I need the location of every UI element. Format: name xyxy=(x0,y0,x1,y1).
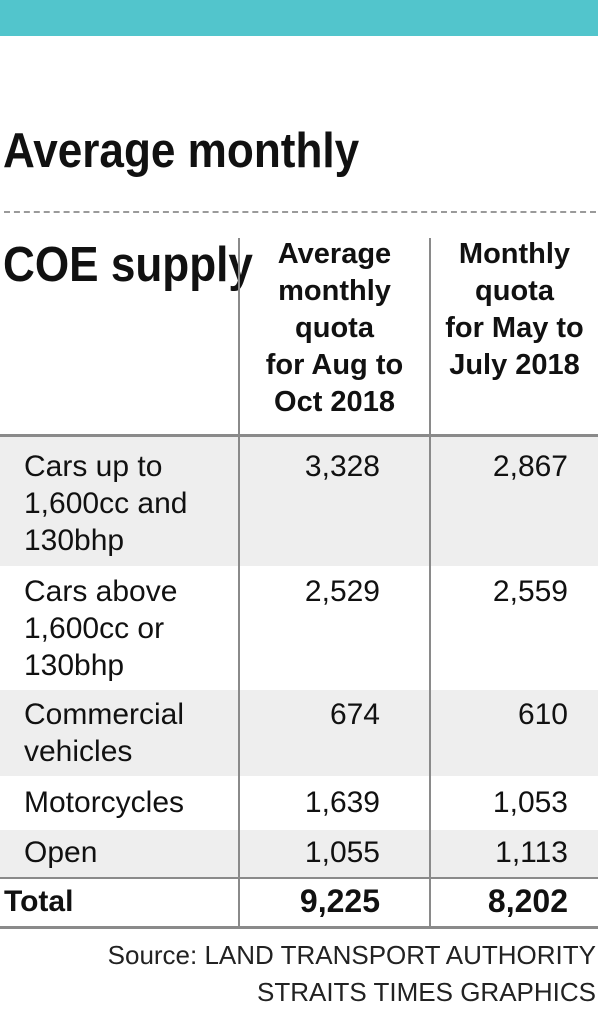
table-bottom-rule xyxy=(0,926,598,929)
source-credit: Source: LAND TRANSPORT AUTHORITY xyxy=(107,940,596,970)
graphics-credit: STRAITS TIMES GRAPHICS xyxy=(256,977,596,1007)
column-header-aug-oct-line: Oct 2018 xyxy=(274,386,395,418)
row-label-line: Open xyxy=(24,836,98,869)
row-label-line: Cars up to xyxy=(24,450,163,483)
header-bottom-rule xyxy=(0,434,598,437)
row-background-1 xyxy=(0,436,598,566)
row-label-line: vehicles xyxy=(24,735,133,768)
row-label-line: Cars above xyxy=(24,575,178,608)
column-header-aug-oct-line: Average xyxy=(277,238,392,270)
cell-cars-up-to-1600cc-may-jul: 2,867 xyxy=(492,450,568,483)
row-label-commercial-vehicles: Commercial vehicles xyxy=(24,696,184,770)
cell-commercial-vehicles-aug-oct: 674 xyxy=(329,698,380,731)
cell-open-aug-oct: 1,055 xyxy=(304,836,380,869)
column-header-may-jul-line: July 2018 xyxy=(449,349,580,381)
row-label-motorcycles: Motorcycles xyxy=(24,784,184,821)
column-header-may-jul-line: Monthly xyxy=(458,238,571,270)
row-label-line: 130bhp xyxy=(24,649,125,682)
row-label-line: Motorcycles xyxy=(24,786,185,819)
chart-title: Average monthly COE supply xyxy=(3,66,534,351)
cell-open-may-jul: 1,113 xyxy=(495,836,568,869)
row-background-5 xyxy=(0,830,598,878)
cell-motorcycles-aug-oct: 1,639 xyxy=(304,786,380,819)
column-header-aug-oct-line: monthly xyxy=(278,275,391,307)
row-label-line: 130bhp xyxy=(24,524,125,557)
cell-total-may-jul: 8,202 xyxy=(487,883,568,919)
row-label-cars-above-1600cc: Cars above 1,600cc or 130bhp xyxy=(24,573,177,684)
column-header-aug-oct-line: for Aug to xyxy=(265,349,404,381)
row-label-cars-up-to-1600cc: Cars up to 1,600cc and 130bhp xyxy=(24,448,187,559)
column-header-aug-oct-line: quota xyxy=(295,312,374,344)
cell-cars-up-to-1600cc-aug-oct: 3,328 xyxy=(304,450,380,483)
column-header-may-jul-line: for May to xyxy=(445,312,584,344)
row-label-line: 1,600cc and xyxy=(24,487,188,520)
row-label-line: 1,600cc or xyxy=(24,612,165,645)
chart-title-line-2: COE supply xyxy=(3,238,253,292)
column-header-aug-oct: Average monthly quota for Aug to Oct 201… xyxy=(240,236,429,421)
cell-total-aug-oct: 9,225 xyxy=(299,883,380,919)
cell-cars-above-1600cc-may-jul: 2,559 xyxy=(492,575,568,608)
chart-title-line-1: Average monthly xyxy=(3,124,360,178)
cell-commercial-vehicles-may-jul: 610 xyxy=(517,698,568,731)
column-divider-2 xyxy=(429,238,431,928)
cell-cars-above-1600cc-aug-oct: 2,529 xyxy=(304,575,380,608)
row-label-line: Commercial xyxy=(24,698,185,731)
column-divider-1 xyxy=(238,238,240,928)
row-background-3 xyxy=(0,690,598,776)
total-top-rule xyxy=(0,877,598,879)
row-label-open: Open xyxy=(24,834,97,871)
column-header-may-jul: Monthly quota for May to July 2018 xyxy=(431,236,598,384)
top-accent-bar xyxy=(0,0,598,36)
row-label-total: Total xyxy=(4,885,74,918)
column-header-may-jul-line: quota xyxy=(475,275,554,307)
title-divider xyxy=(4,211,596,213)
cell-motorcycles-may-jul: 1,053 xyxy=(492,786,568,819)
